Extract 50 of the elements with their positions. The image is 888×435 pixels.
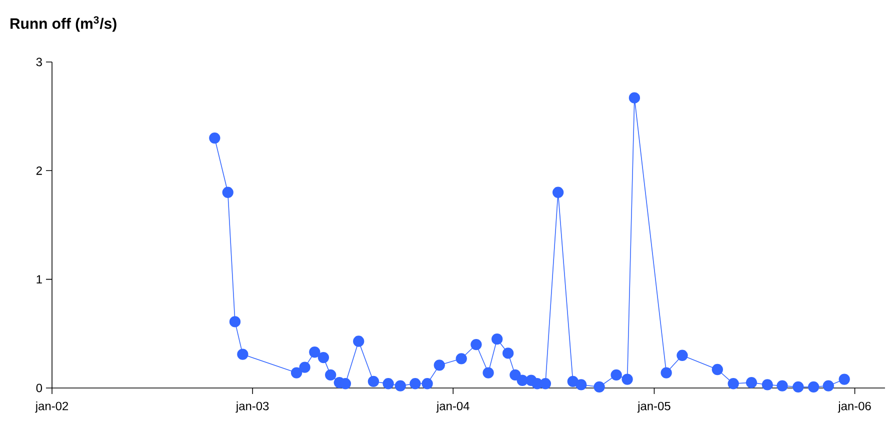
point xyxy=(456,353,467,364)
point xyxy=(394,380,406,392)
point xyxy=(808,381,820,392)
point xyxy=(290,367,302,378)
point xyxy=(792,381,804,392)
point xyxy=(622,374,633,385)
point xyxy=(368,376,380,388)
point xyxy=(676,350,688,361)
point xyxy=(492,334,503,345)
point xyxy=(712,364,723,376)
point xyxy=(222,186,234,198)
point xyxy=(209,132,220,144)
x-tick-label: jan-05 xyxy=(637,402,670,413)
y-tick-label: 2 xyxy=(36,166,42,175)
point xyxy=(502,348,514,359)
point xyxy=(482,367,494,378)
point xyxy=(434,360,445,371)
point xyxy=(237,348,248,360)
point xyxy=(660,367,672,378)
point xyxy=(728,378,739,390)
y-tick-label: 1 xyxy=(36,275,42,284)
x-tick-label: jan-03 xyxy=(236,402,269,413)
x-tick-label: jan-02 xyxy=(35,402,68,413)
point xyxy=(325,369,336,381)
point xyxy=(540,378,552,390)
y-tick-label: 3 xyxy=(36,58,42,66)
point xyxy=(838,374,850,385)
x-tick-label: jan-04 xyxy=(436,402,470,413)
point xyxy=(610,369,622,381)
point xyxy=(746,376,758,388)
point xyxy=(382,378,394,390)
point xyxy=(229,316,241,328)
point xyxy=(552,186,564,198)
point xyxy=(510,369,521,381)
point xyxy=(594,381,605,392)
point xyxy=(822,380,834,392)
point xyxy=(470,338,482,350)
point xyxy=(762,379,773,390)
chart-title: Runn off (m$^{3}$/s) xyxy=(10,16,116,32)
point xyxy=(422,378,433,390)
point xyxy=(309,346,320,358)
point xyxy=(299,362,310,373)
point xyxy=(353,336,364,347)
point xyxy=(410,378,421,390)
point xyxy=(776,380,788,392)
point xyxy=(318,352,330,364)
point xyxy=(628,92,640,104)
point xyxy=(576,379,587,390)
x-tick-label: jan-06 xyxy=(838,402,871,413)
y-tick-label: 0 xyxy=(36,384,42,392)
